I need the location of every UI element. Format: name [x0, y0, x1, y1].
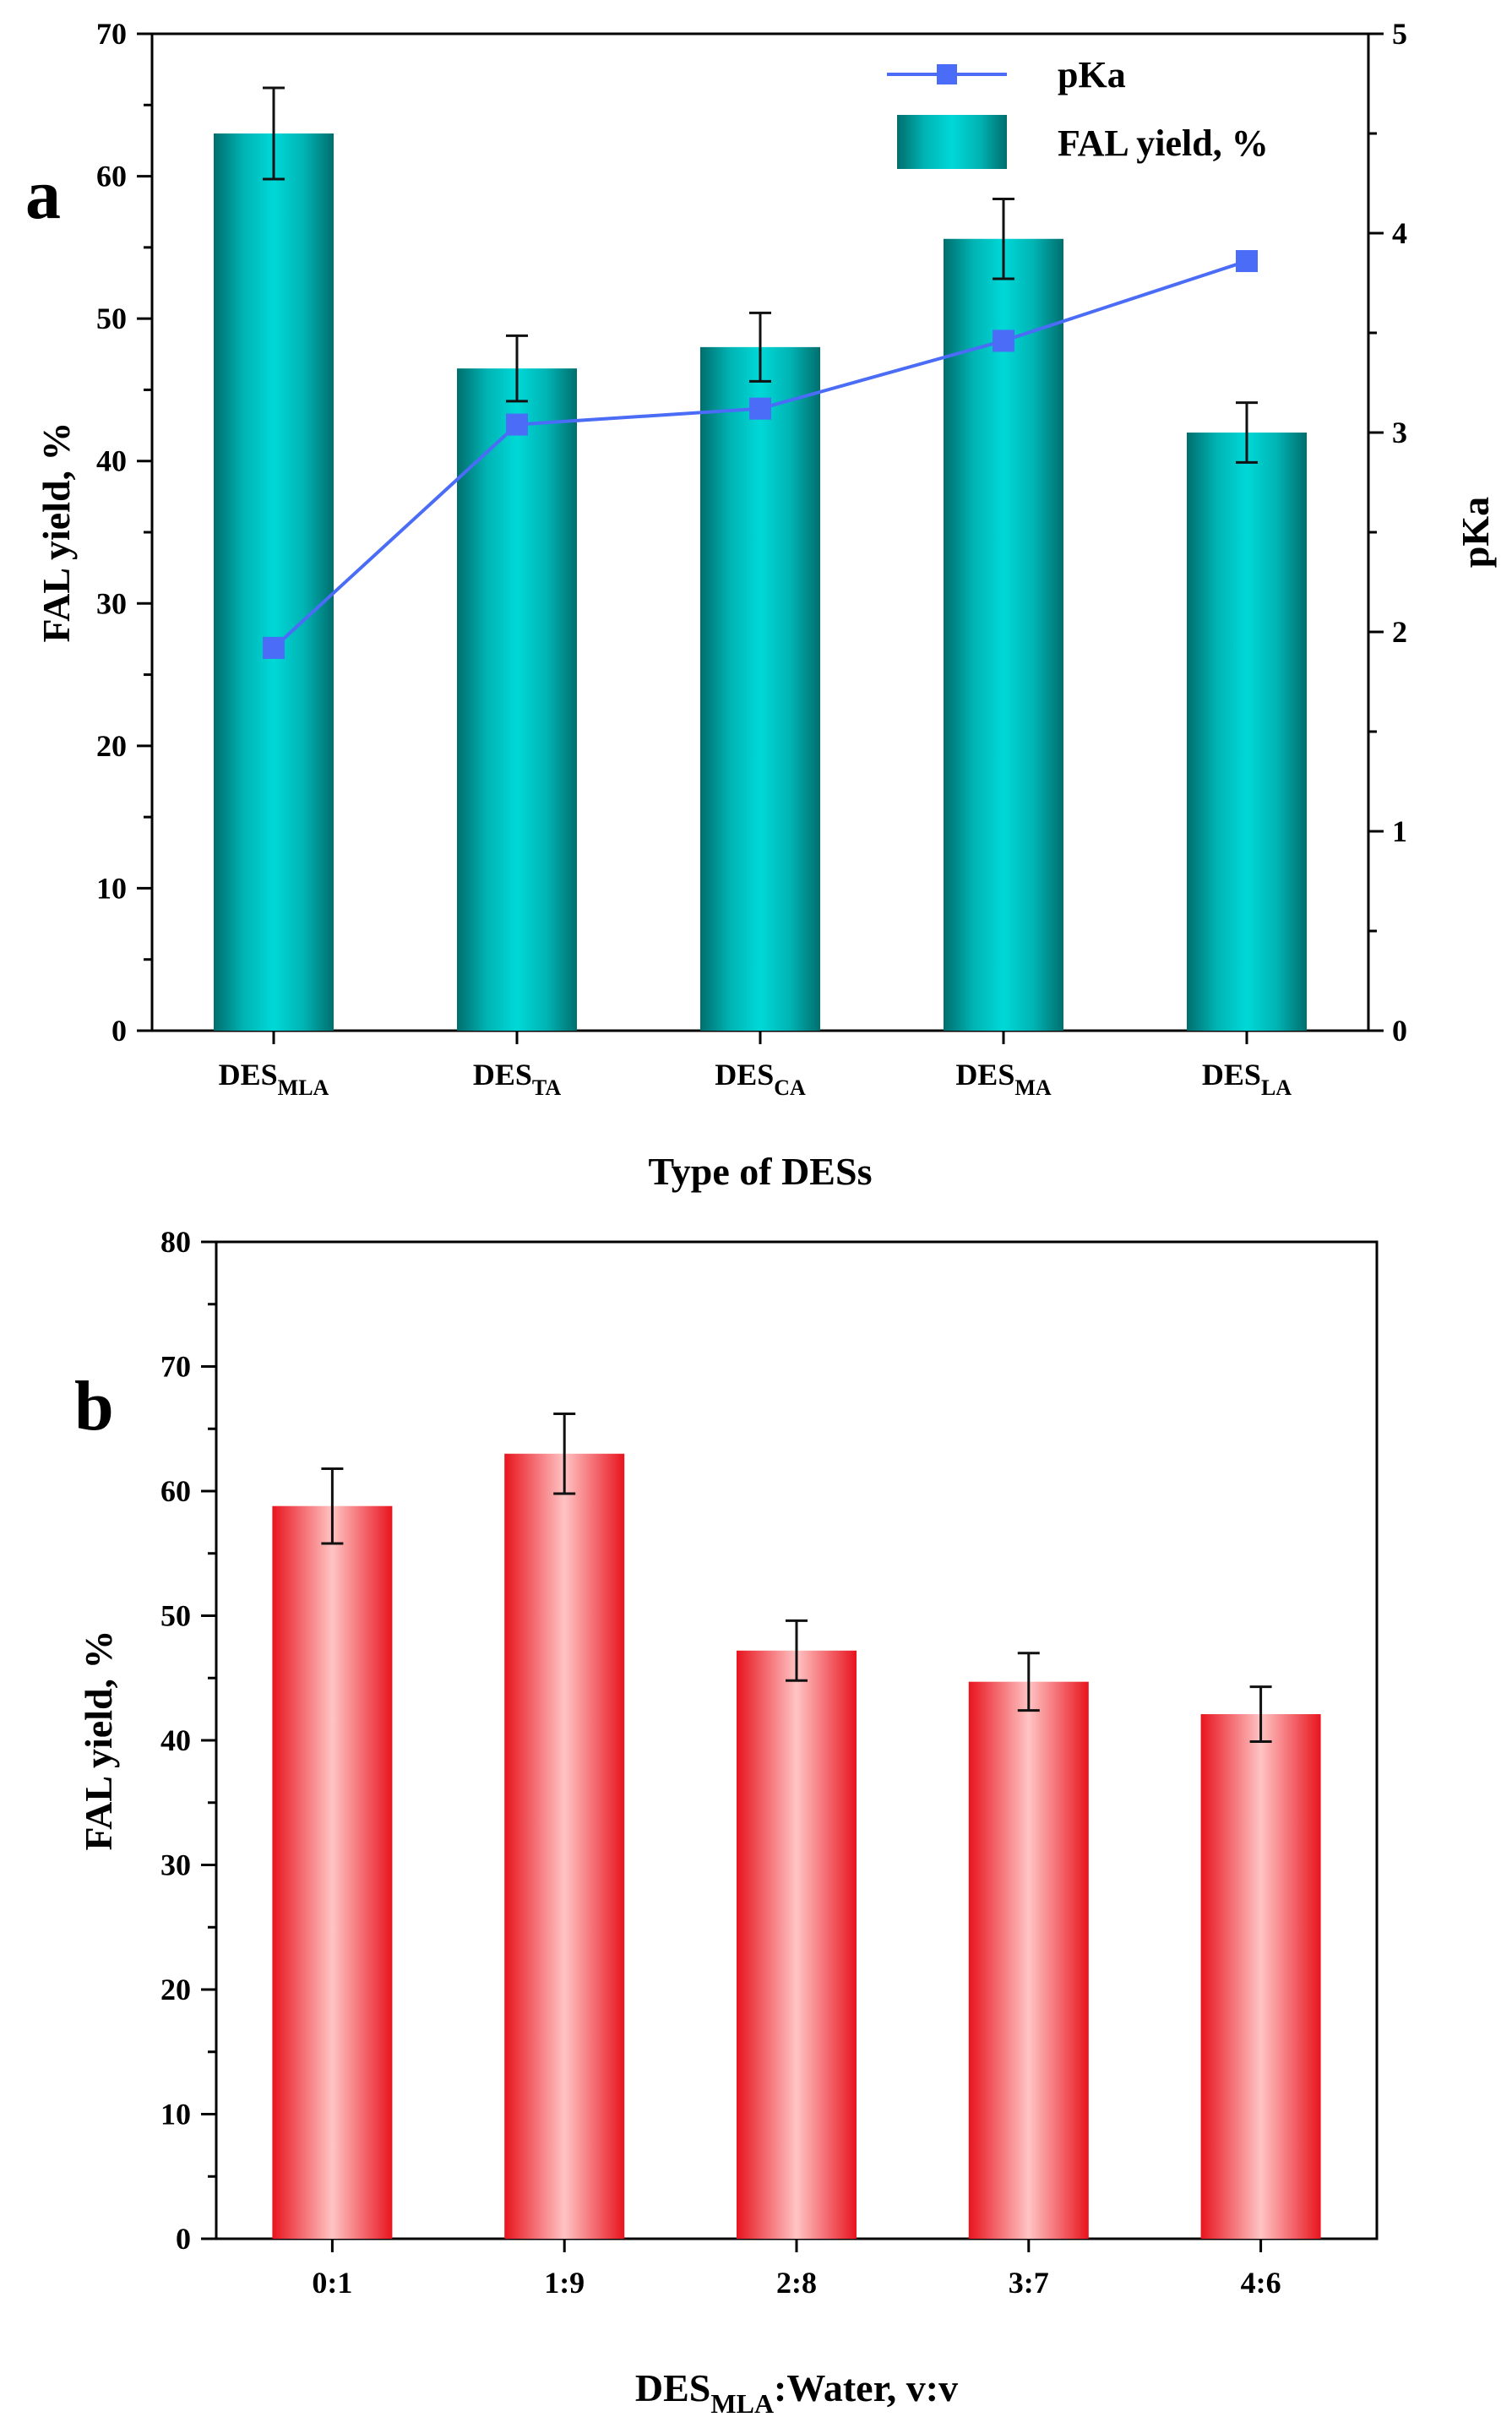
y-tick-label-a: 50 [96, 302, 127, 335]
y2-tick-label-a: 4 [1392, 216, 1407, 250]
bar-a [944, 238, 1063, 1031]
y-tick-label-b: 0 [176, 2222, 191, 2256]
bar-a [1187, 433, 1307, 1031]
pka-point [993, 329, 1014, 352]
y2-tick-label-a: 3 [1392, 416, 1407, 449]
x-axis-title-b: DESMLA:Water, v:v [635, 2366, 958, 2419]
chart-panel-b: 0 10 20 30 40 50 60 70 80 0:1 1:9 2:8 3:7 4:6 b FAL … [74, 1225, 1379, 2419]
legend-label-fal: FAL yield, % [1058, 122, 1269, 164]
y2-tick-label-a: 5 [1392, 17, 1407, 51]
legend-label-pka: pKa [1058, 54, 1126, 95]
y-tick-label-a: 40 [96, 444, 127, 478]
bar-series-a [214, 86, 1307, 1032]
x-tick-label-b: 3:7 [1009, 2266, 1049, 2300]
pka-point [263, 636, 285, 659]
x-axis-title-a: Type of DESs [649, 1150, 873, 1193]
x-tick-label-a: DESMA [955, 1058, 1052, 1100]
x-tick-label-b: 4:6 [1241, 2266, 1281, 2300]
x-axis-b: 0:1 1:9 2:8 3:7 4:6 [312, 2239, 1281, 2300]
line-series-a [263, 250, 1258, 659]
pka-point [749, 397, 771, 420]
panel-label-a: a [25, 155, 61, 234]
y-tick-label-b: 10 [160, 2098, 191, 2131]
bar-a [457, 368, 577, 1032]
bar-b [737, 1650, 857, 2239]
y2-tick-label-a: 1 [1392, 814, 1407, 848]
panel-label-b: b [74, 1367, 114, 1445]
y-tick-label-a: 20 [96, 729, 127, 763]
y-tick-label-b: 30 [160, 1848, 191, 1882]
y-tick-label-a: 30 [96, 586, 127, 620]
legend-a: pKa FAL yield, % [887, 54, 1269, 169]
y-tick-label-a: 70 [96, 17, 127, 51]
y2-tick-label-a: 0 [1392, 1014, 1407, 1048]
y2-tick-label-a: 2 [1392, 615, 1407, 649]
x-tick-label-b: 0:1 [312, 2266, 352, 2300]
legend-marker-pka [937, 64, 957, 84]
y-tick-label-a: 10 [96, 871, 127, 905]
x-tick-label-a: DESCA [715, 1058, 806, 1100]
bar-a [214, 133, 334, 1031]
bar-b [968, 1681, 1089, 2239]
x-tick-label-b: 2:8 [776, 2266, 817, 2300]
y-axis-title-b: FAL yield, % [77, 1630, 120, 1850]
y2-axis-title-a: pKa [1454, 497, 1497, 568]
legend-swatch-fal [897, 115, 1007, 169]
left-axis-b: 0 10 20 30 40 50 60 70 80 [160, 1225, 216, 2256]
y-tick-label-b: 60 [160, 1474, 191, 1508]
bar-series-b [272, 1413, 1321, 2239]
y-tick-label-b: 20 [160, 1973, 191, 2006]
y-axis-title-a: FAL yield, % [35, 422, 78, 642]
x-tick-label-a: DESLA [1202, 1058, 1292, 1100]
x-tick-label-a: DESTA [473, 1058, 561, 1100]
bar-b [1200, 1714, 1321, 2239]
y-tick-label-a: 60 [96, 160, 127, 193]
y-tick-label-b: 70 [160, 1350, 191, 1384]
y-tick-label-b: 50 [160, 1599, 191, 1633]
x-tick-label-b: 1:9 [544, 2266, 585, 2300]
pka-point [506, 413, 528, 436]
bar-a [700, 346, 820, 1031]
left-axis-a: 0 10 20 30 40 50 60 70 [96, 17, 152, 1048]
pka-point [1236, 250, 1258, 273]
x-tick-label-a: DESMLA [219, 1058, 329, 1100]
y-tick-label-a: 0 [111, 1014, 127, 1048]
y-tick-label-b: 80 [160, 1225, 191, 1259]
right-axis-a: 0 1 2 3 4 5 [1368, 17, 1407, 1048]
bar-b [272, 1505, 393, 2239]
x-axis-a: DESMLA DESTA DESCA DESMA DESLA [219, 1031, 1292, 1100]
bar-b [504, 1453, 625, 2239]
y-tick-label-b: 40 [160, 1723, 191, 1757]
